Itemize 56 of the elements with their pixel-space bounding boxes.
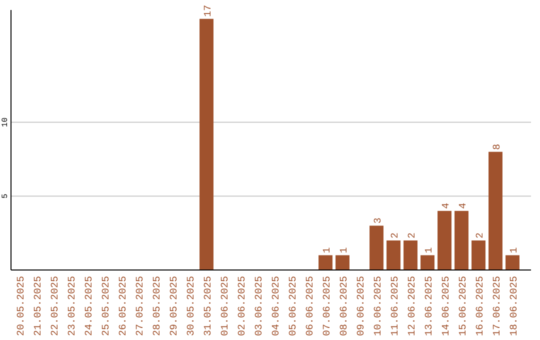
data-label: 1	[322, 247, 334, 254]
x-tick-label: 26.05.2025	[118, 276, 130, 336]
bar	[336, 255, 350, 270]
x-tick-label: 20.05.2025	[16, 276, 28, 336]
data-label: 2	[476, 232, 486, 238]
x-tick-label: 24.05.2025	[84, 276, 96, 336]
data-label: 4	[442, 202, 452, 209]
x-tick-label: 14.06.2025	[442, 276, 452, 336]
x-tick-label: 27.05.2025	[136, 276, 146, 336]
bar	[438, 210, 452, 270]
x-tick-label: 18.06.2025	[510, 276, 520, 336]
data-label: 4	[458, 202, 470, 209]
data-label: 1	[340, 247, 350, 254]
bar	[370, 226, 384, 270]
x-tick-label: 01.06.2025	[220, 276, 232, 336]
data-label: 8	[492, 144, 504, 150]
x-tick-label: 16.06.2025	[476, 276, 486, 336]
x-tick-label: 11.06.2025	[390, 276, 402, 336]
x-tick-label: 04.06.2025	[272, 276, 282, 336]
bar	[200, 18, 214, 270]
bar	[488, 152, 502, 270]
x-tick-label: 05.06.2025	[288, 276, 300, 336]
y-tick-label: 10	[1, 117, 10, 128]
x-tick-label: 21.05.2025	[34, 276, 44, 336]
bar	[318, 255, 332, 270]
data-label: 1	[510, 247, 520, 254]
x-tick-label: 03.06.2025	[254, 276, 266, 336]
data-label: 2	[408, 232, 418, 238]
x-tick-label: 29.05.2025	[170, 276, 180, 336]
x-tick-label: 13.06.2025	[424, 276, 436, 336]
y-tick-label: 5	[1, 194, 10, 199]
x-tick-label: 06.06.2025	[306, 276, 316, 336]
bar	[420, 255, 434, 270]
bar	[454, 210, 468, 270]
bar	[386, 240, 400, 270]
x-tick-label: 31.05.2025	[204, 276, 214, 336]
bar	[472, 240, 486, 270]
x-tick-label: 23.05.2025	[68, 276, 78, 336]
x-tick-label: 15.06.2025	[458, 276, 470, 336]
x-tick-label: 08.06.2025	[340, 276, 350, 336]
x-tick-label: 17.06.2025	[492, 276, 504, 336]
x-tick-label: 07.06.2025	[322, 276, 334, 336]
bar	[506, 255, 520, 270]
x-tick-label: 25.05.2025	[102, 276, 112, 336]
data-label: 17	[204, 4, 214, 17]
x-tick-label: 12.06.2025	[408, 276, 418, 336]
x-tick-label: 09.06.2025	[356, 276, 368, 336]
data-label: 3	[374, 218, 384, 224]
data-label: 1	[424, 247, 436, 254]
x-tick-label: 30.05.2025	[186, 276, 198, 336]
x-tick-label: 02.06.2025	[238, 276, 248, 336]
bar	[404, 240, 418, 270]
x-tick-label: 28.05.2025	[152, 276, 164, 336]
x-tick-label: 10.06.2025	[374, 276, 384, 336]
x-tick-label: 22.05.2025	[50, 276, 62, 336]
data-label: 2	[390, 232, 402, 238]
